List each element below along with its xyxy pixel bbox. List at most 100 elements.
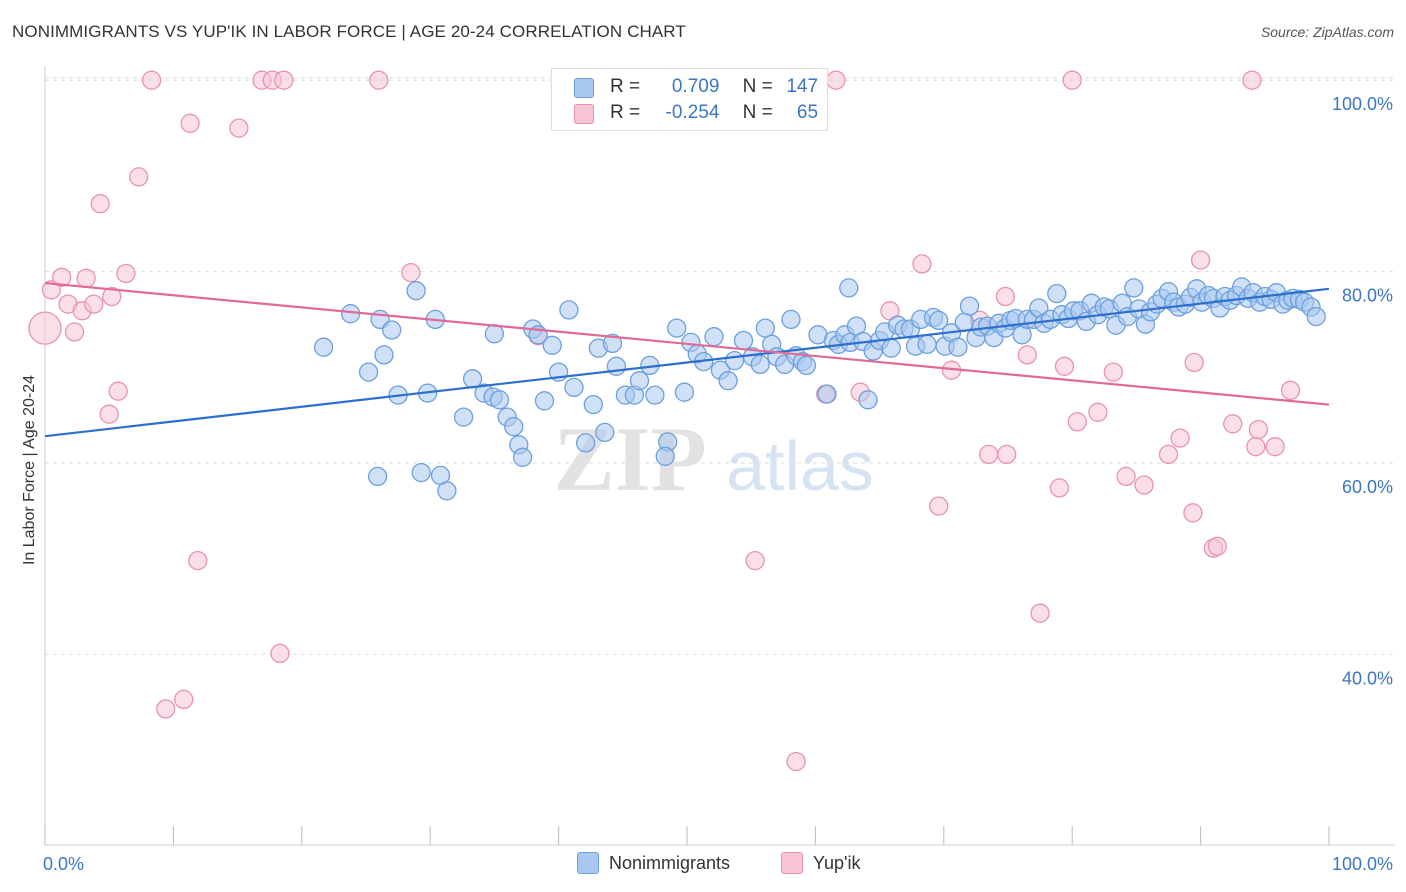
yupik-point-36: [929, 496, 949, 516]
yupik-point-46: [1062, 70, 1082, 90]
nonimmigrants-point-39: [629, 371, 650, 391]
yupik-point-40: [995, 286, 1016, 307]
n-label: N =: [742, 102, 773, 123]
nonimmigrants-point-6: [382, 320, 402, 340]
nonimmigrants-point-72: [858, 390, 878, 410]
yupik-point-54: [1183, 503, 1203, 523]
yupik-point-8: [90, 194, 110, 214]
nonimmigrants-point-51: [718, 371, 738, 391]
yupik-point-51: [1134, 475, 1154, 495]
nonimmigrants-point-14: [453, 407, 474, 427]
yupik-point-23: [270, 643, 290, 664]
yupik-point-15: [180, 113, 200, 133]
y-tick-label-80: 80.0%: [1342, 286, 1393, 306]
y-tick-label-60: 60.0%: [1342, 477, 1393, 497]
nonimmigrants-point-150: [839, 278, 859, 298]
nonimmigrants-point-3: [358, 362, 379, 382]
n-label: N =: [742, 76, 773, 97]
yupik-point-9: [99, 404, 119, 424]
legend-item-yupik: Yup'ik: [781, 852, 861, 875]
yupik-point-7: [84, 294, 104, 314]
legend-swatch-pink: [781, 852, 803, 875]
yupik-point-24: [369, 70, 389, 90]
yupik-point-14: [141, 70, 162, 90]
yupik-point-1: [41, 280, 62, 300]
nonimmigrants-point-5: [374, 345, 394, 365]
tick-labels: 40.0% 60.0% 80.0% 100.0% 0.0% 100.0%: [43, 94, 1393, 874]
yupik-point-4: [64, 322, 85, 342]
nonimmigrants-point-49: [704, 327, 724, 347]
axes: [44, 66, 1395, 846]
yupik-point-16: [188, 550, 208, 571]
nonimmigrants-point-149: [1306, 306, 1326, 327]
nonimmigrants-point-104: [1047, 283, 1067, 304]
nonimmigrants-point-32: [583, 394, 603, 415]
nonimmigrants-point-36: [606, 356, 627, 376]
r-value: -0.254: [665, 102, 720, 123]
yupik-point-27: [745, 550, 765, 571]
nonimmigrants-point-87: [948, 337, 968, 357]
correlation-legend: R = 0.709 N = 147 R = -0.254 N = 65: [551, 68, 828, 131]
chart-title: NONIMMIGRANTS VS YUP'IK IN LABOR FORCE |…: [12, 22, 686, 41]
legend-label-nonimmigrants: Nonimmigrants: [609, 852, 731, 873]
nonimmigrants-point-41: [645, 385, 665, 405]
yupik-point-56: [1190, 250, 1211, 270]
n-value: 65: [796, 102, 819, 123]
nonimmigrants-point-0: [313, 337, 334, 357]
nonimmigrants-point-18: [484, 324, 505, 344]
nonimmigrants-point-60: [781, 309, 801, 330]
x-tick-label-min: 0.0%: [43, 854, 84, 874]
yupik-point-47: [1067, 412, 1087, 432]
nonimmigrants-point-31: [575, 433, 596, 453]
nonimmigrants-point-23: [512, 447, 533, 467]
yupik-point-58: [1207, 536, 1227, 556]
trend-lines: [44, 281, 1330, 438]
yupik-point-49: [1103, 362, 1123, 382]
yupik-point-60: [1242, 70, 1262, 90]
yupik-points: [28, 70, 1301, 772]
yupik-point-42: [1017, 345, 1037, 365]
r-value: 0.709: [671, 76, 720, 97]
yupik-point-11: [108, 381, 128, 401]
yupik-point-44: [1049, 478, 1070, 498]
yupik-point-48: [1088, 402, 1108, 422]
r-label: R =: [610, 76, 641, 97]
yupik-trend-line: [44, 281, 1330, 406]
y-tick-label-40: 40.0%: [1342, 668, 1393, 688]
yupik-point-39: [979, 444, 999, 465]
source-credit: Source: ZipAtlas.com: [1260, 24, 1394, 40]
nonimmigrants-point-89: [959, 296, 980, 316]
nonimmigrants-point-44: [667, 318, 687, 338]
nonimmigrants-point-63: [796, 355, 817, 376]
nonimmigrants-point-13: [437, 481, 457, 501]
yupik-point-43: [1030, 603, 1050, 623]
watermark-zip: ZIP: [553, 408, 706, 510]
yupik-point-2: [52, 267, 72, 287]
legend-swatch-blue: [577, 852, 599, 875]
nonimmigrants-point-26: [534, 391, 555, 411]
watermark-atlas: atlas: [726, 427, 874, 505]
nonimmigrants-point-82: [917, 334, 937, 354]
nonimmigrants-point-30: [564, 377, 584, 398]
nonimmigrants-point-34: [595, 422, 615, 443]
yupik-point-41: [997, 444, 1017, 465]
nonimmigrants-point-29: [559, 300, 579, 320]
nonimmigrants-point-8: [406, 281, 426, 301]
nonimmigrants-point-43: [655, 446, 675, 466]
yupik-point-12: [116, 263, 136, 284]
yupik-point-53: [1170, 428, 1190, 448]
yupik-point-61: [1246, 437, 1266, 457]
yupik-point-19: [229, 118, 249, 138]
nonimmigrants-point-2: [367, 466, 388, 487]
nonimmigrants-point-84: [929, 310, 949, 331]
yupik-point-32: [826, 70, 846, 90]
legend-label-yupik: Yup'ik: [813, 852, 861, 873]
nonimmigrants-point-45: [674, 382, 695, 402]
blue-swatch: [574, 78, 594, 98]
n-value: 147: [786, 76, 819, 97]
yupik-point-6: [76, 268, 96, 288]
nonimmigrants-point-53: [733, 330, 754, 351]
nonimmigrants-point-76: [881, 338, 901, 358]
legend-item-nonimmigrants: Nonimmigrants: [577, 852, 731, 875]
nonimmigrants-point-27: [542, 335, 562, 355]
